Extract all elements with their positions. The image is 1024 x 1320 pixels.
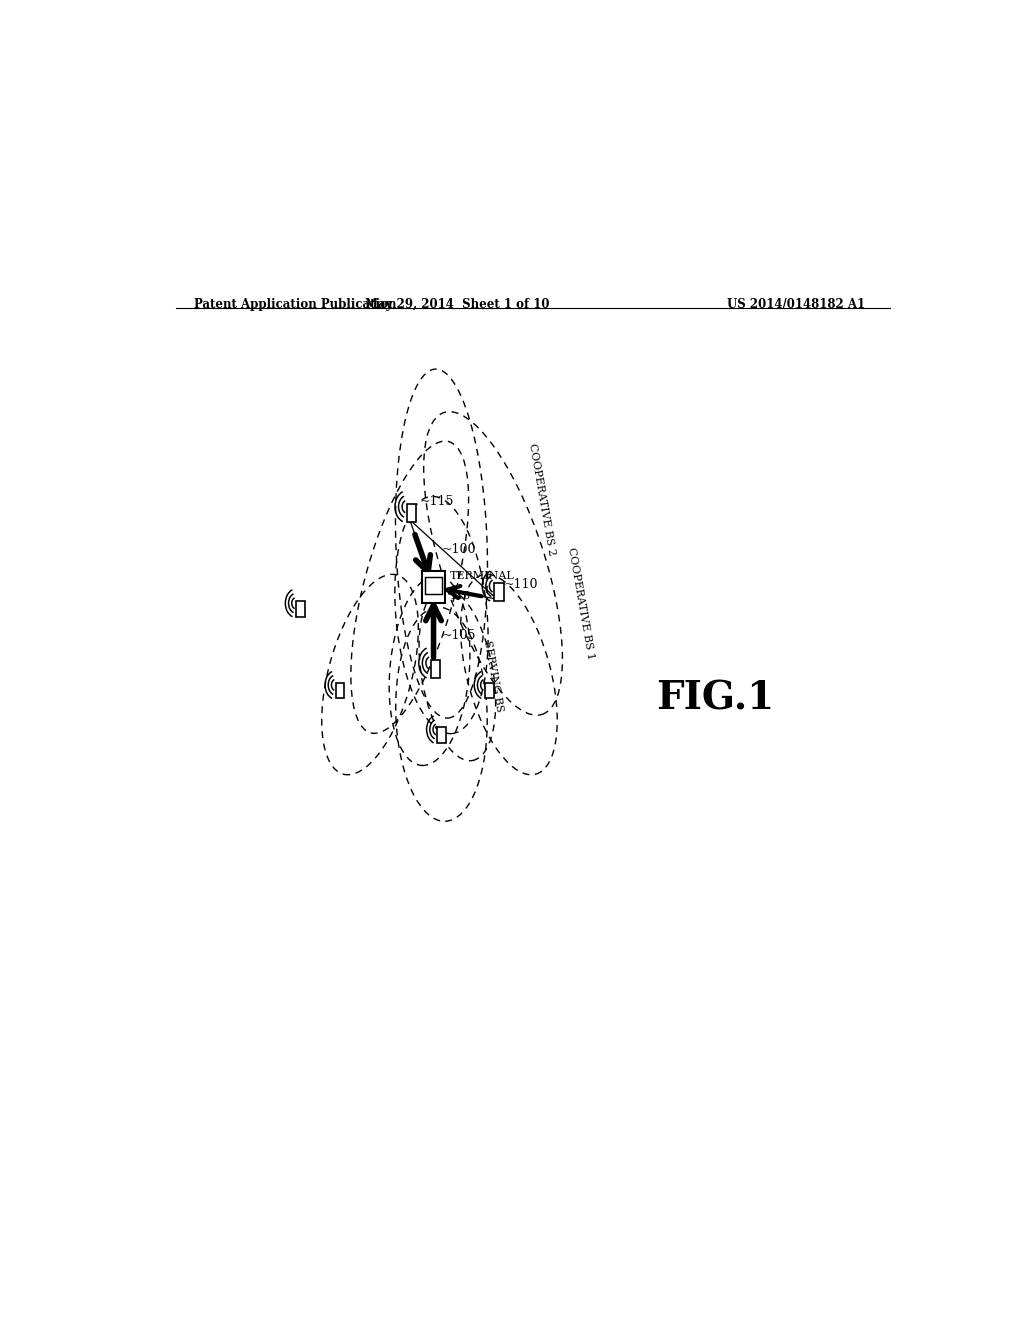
Text: SERVING BS: SERVING BS [482, 640, 504, 713]
Bar [296, 601, 304, 616]
Text: Patent Application Publication: Patent Application Publication [194, 298, 396, 312]
Bar [425, 577, 442, 594]
Text: TERMINAL: TERMINAL [450, 570, 514, 581]
Bar [422, 572, 445, 603]
Text: ~110: ~110 [504, 578, 538, 591]
Text: COOPERATIVE BS 2: COOPERATIVE BS 2 [527, 444, 557, 557]
Text: COOPERATIVE BS 1: COOPERATIVE BS 1 [565, 546, 595, 660]
Bar [407, 504, 417, 521]
Bar [485, 682, 494, 698]
Text: ~115: ~115 [419, 495, 454, 508]
Bar [431, 660, 440, 678]
Text: FIG.1: FIG.1 [656, 680, 774, 717]
Text: May 29, 2014  Sheet 1 of 10: May 29, 2014 Sheet 1 of 10 [366, 298, 550, 312]
Text: ~100: ~100 [441, 543, 476, 556]
Text: ~105: ~105 [441, 630, 476, 642]
Text: US 2014/0148182 A1: US 2014/0148182 A1 [727, 298, 865, 312]
Bar [495, 583, 504, 601]
Text: 110: 110 [450, 591, 471, 601]
Bar [336, 682, 344, 698]
Bar [437, 727, 445, 743]
